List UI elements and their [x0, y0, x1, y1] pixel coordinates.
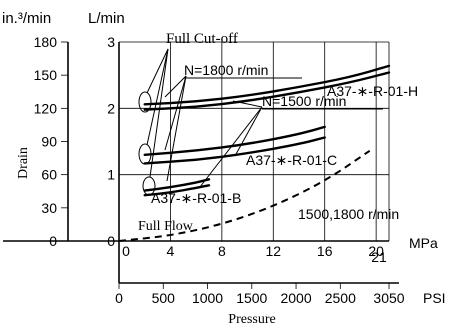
- series-line-3: [143, 136, 326, 165]
- y-tick-in3: 180: [34, 34, 58, 50]
- y-unit-lmin: L/min: [88, 10, 125, 27]
- x-tick-psi: 500: [152, 290, 176, 306]
- label-model-h: A37-∗-R-01-H: [327, 83, 418, 99]
- y-ticks-in3: 0 30 60 90 120 150 180: [34, 34, 68, 249]
- label-full-cutoff: Full Cut-off: [166, 31, 238, 47]
- x-tick-psi: 1500: [236, 290, 267, 306]
- x-ticks-psi: 0 500 1000 1500 2000 2500 3050: [115, 283, 405, 306]
- x-tick-psi: 2000: [280, 290, 311, 306]
- series-line-1: [143, 71, 391, 111]
- y-tick-lmin: 0: [107, 233, 115, 249]
- label-n1800: N=1800 r/min: [184, 62, 268, 78]
- x-tick-mpa: 4: [167, 243, 175, 259]
- y-tick-in3: 120: [34, 100, 58, 116]
- annotation-leaders: [138, 48, 263, 196]
- y-tick-lmin: 1: [107, 167, 115, 183]
- x-tick-psi: 2500: [325, 290, 356, 306]
- x-tick-psi: 1000: [192, 290, 223, 306]
- y-ticks-lmin: 0 1 2 3: [107, 34, 115, 249]
- series-line-0: [143, 64, 391, 106]
- x-tick-mpa: 0: [122, 243, 130, 259]
- x-tick-psi: 0: [115, 290, 123, 306]
- label-n1500: N=1500 r/min: [262, 93, 346, 109]
- series-line-4: [143, 178, 211, 192]
- series-line-6: [118, 149, 371, 242]
- x-unit-psi: PSI: [423, 290, 446, 306]
- y-tick-in3: 90: [41, 134, 57, 150]
- y-tick-lmin: 3: [107, 34, 115, 50]
- y-tick-in3: 0: [49, 233, 57, 249]
- x-tick-mpa: 16: [317, 243, 333, 259]
- x-unit-mpa: MPa: [409, 235, 438, 251]
- x-ticks-mpa: 0 4 8 12 16 20: [122, 243, 384, 259]
- y-tick-in3: 60: [41, 167, 57, 183]
- x-tick-mpa: 20: [368, 243, 384, 259]
- label-model-b: A37-∗-R-01-B: [151, 190, 241, 206]
- y-axis-title: Drain: [16, 147, 31, 179]
- series-layer: [118, 64, 391, 242]
- label-full-flow: Full Flow: [138, 219, 194, 234]
- x-axis-title: Pressure: [228, 312, 275, 327]
- x-tick-psi: 3050: [373, 290, 404, 306]
- x-tick-mpa: 12: [265, 243, 281, 259]
- y-tick-lmin: 2: [107, 100, 115, 116]
- y-unit-in3: in.³/min: [2, 10, 51, 27]
- label-speeds: 1500,1800 r/min: [298, 206, 399, 222]
- series-line-2: [143, 125, 326, 156]
- x-tick-mpa-21: 21: [371, 249, 387, 265]
- y-tick-in3: 150: [34, 67, 58, 83]
- label-model-c: A37-∗-R-01-C: [246, 152, 337, 168]
- y-tick-in3: 30: [41, 200, 57, 216]
- x-tick-mpa: 8: [218, 243, 226, 259]
